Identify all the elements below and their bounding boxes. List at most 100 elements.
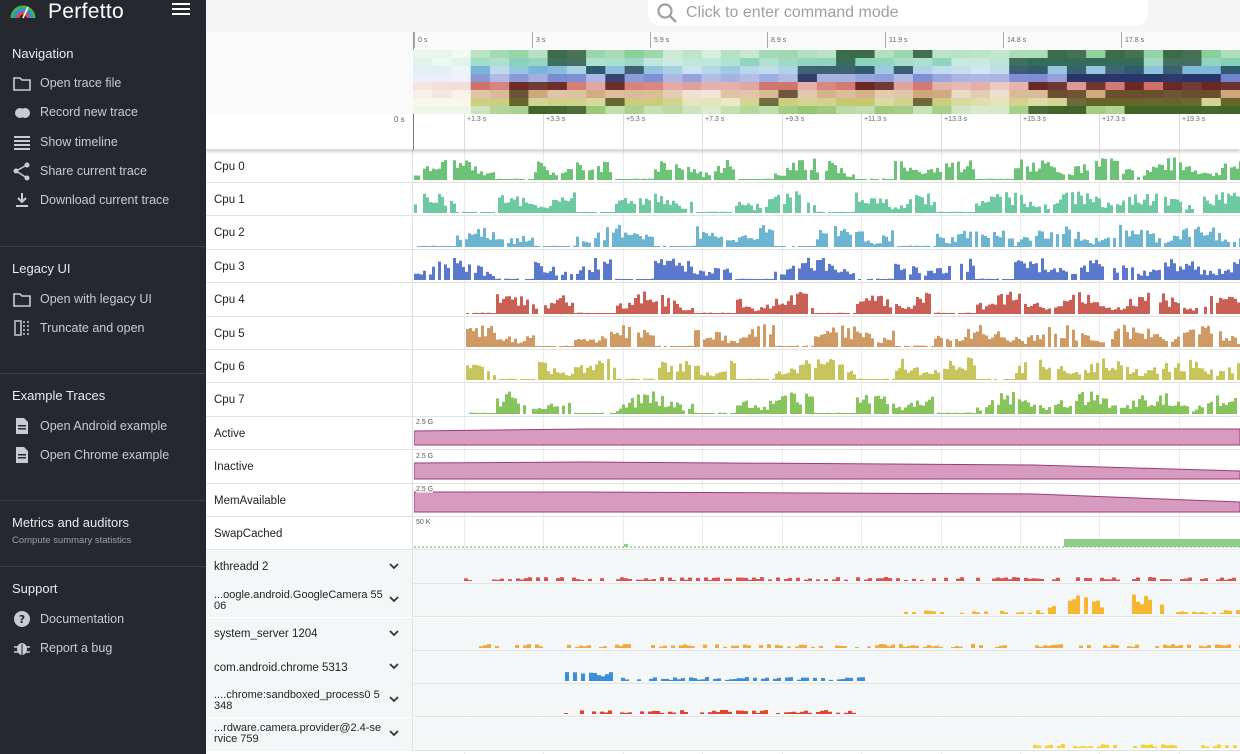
track-title[interactable]: ....chrome:sandboxed_process0 5348 — [206, 684, 413, 718]
bug-icon — [12, 638, 32, 658]
app-title: Perfetto — [48, 0, 124, 23]
chevron-down-icon[interactable] — [388, 562, 400, 572]
sidebar-item-documentation[interactable]: ? Documentation — [0, 607, 206, 631]
track-content[interactable] — [414, 584, 1240, 617]
chevron-down-icon[interactable] — [388, 729, 400, 739]
track-name: Active — [214, 427, 246, 440]
track-name: Cpu 2 — [214, 227, 245, 240]
track-rdware-camera-provider-2-4-service-759[interactable]: ...rdware.camera.provider@2.4-service 75… — [206, 717, 1240, 751]
track-content[interactable] — [414, 284, 1240, 317]
sidebar-section-title[interactable]: Metrics and auditors — [12, 515, 130, 530]
time-axis-tick-label: +19.3 s — [1179, 114, 1205, 150]
sidebar-item-report-a-bug[interactable]: Report a bug — [0, 636, 206, 660]
track-content[interactable] — [414, 250, 1240, 283]
track-content[interactable] — [414, 183, 1240, 216]
track-content[interactable] — [414, 718, 1240, 751]
track-oogle-android-googlecamera-5506[interactable]: ...oogle.android.GoogleCamera 5506 — [206, 584, 1240, 618]
track-title[interactable]: system_server 1204 — [206, 617, 413, 651]
track-content[interactable] — [414, 684, 1240, 717]
track-content[interactable]: 50 K — [414, 517, 1240, 550]
track-cpu-3[interactable]: Cpu 3 — [206, 250, 1240, 284]
track-title[interactable]: ...rdware.camera.provider@2.4-service 75… — [206, 717, 413, 751]
sidebar-item-open-trace-file[interactable]: Open trace file — [0, 71, 206, 95]
sidebar: Perfetto Navigation Open trace file Record… — [0, 0, 206, 754]
track-com-android-chrome-5313[interactable]: com.android.chrome 5313 — [206, 651, 1240, 684]
track-content[interactable] — [414, 217, 1240, 250]
track-title[interactable]: kthreadd 2 — [206, 550, 413, 584]
sidebar-section-metrics-and-auditors: Metrics and auditors Compute summary stat… — [0, 500, 206, 566]
main-area: 0 s 3 s 5.9 s 8.9 s 11.9 s 14.8 s 17.8 s 0 s +… — [206, 0, 1240, 754]
sidebar-item-open-android-example[interactable]: Open Android example — [0, 414, 206, 438]
chevron-down-icon[interactable] — [388, 595, 400, 605]
sidebar-item-download-current-trace[interactable]: Download current trace — [0, 188, 206, 212]
chevron-down-icon[interactable] — [388, 662, 400, 672]
track-kthreadd-2[interactable]: kthreadd 2 — [206, 550, 1240, 584]
menu-toggle-icon[interactable] — [172, 1, 190, 17]
omnibox[interactable] — [648, 0, 1148, 26]
track-memavailable[interactable]: MemAvailable 2.5 G — [206, 484, 1240, 517]
track-title[interactable]: ...oogle.android.GoogleCamera 5506 — [206, 584, 413, 618]
track-chrome-sandboxed-process0-5348[interactable]: ....chrome:sandboxed_process0 5348 — [206, 684, 1240, 718]
track-system-server-1204[interactable]: system_server 1204 — [206, 617, 1240, 651]
sidebar-item-label: Download current trace — [40, 193, 170, 207]
track-cpu-4[interactable]: Cpu 4 — [206, 283, 1240, 317]
overview-tick-label: 8.9 s — [767, 32, 786, 48]
track-title: Cpu 4 — [206, 283, 413, 317]
sidebar-item-share-current-trace[interactable]: Share current trace — [0, 159, 206, 183]
track-title: SwapCached — [206, 517, 413, 551]
track-title[interactable]: com.android.chrome 5313 — [206, 651, 413, 684]
track-content[interactable]: 2.5 G — [413, 484, 1240, 517]
track-content[interactable]: 2.5 G — [413, 417, 1240, 450]
sidebar-item-open-with-legacy-ui[interactable]: Open with legacy UI — [0, 287, 206, 311]
sidebar-item-record-new-trace[interactable]: Record new trace — [0, 100, 206, 124]
track-name: Cpu 3 — [214, 260, 245, 273]
counter-scale-label: 2.5 G — [416, 419, 434, 427]
track-swapcached[interactable]: SwapCached 50 K — [206, 517, 1240, 551]
track-inactive[interactable]: Inactive 2.5 G — [206, 450, 1240, 484]
chevron-down-icon[interactable] — [388, 629, 400, 639]
track-cpu-1[interactable]: Cpu 1 — [206, 183, 1240, 217]
track-content[interactable] — [414, 150, 1240, 183]
time-axis-tick-label: +9.3 s — [782, 114, 804, 150]
sidebar-item-label: Share current trace — [40, 164, 147, 178]
track-content[interactable] — [414, 618, 1240, 651]
track-title: Cpu 3 — [206, 250, 413, 284]
overview-tick-label: 3 s — [532, 32, 545, 48]
track-content[interactable]: 2.5 G — [413, 451, 1240, 484]
track-content[interactable] — [414, 651, 1240, 684]
track-cpu-2[interactable]: Cpu 2 — [206, 216, 1240, 250]
sidebar-item-open-chrome-example[interactable]: Open Chrome example — [0, 443, 206, 467]
overview-tick-label: 17.8 s — [1121, 32, 1144, 48]
overview-timeline[interactable]: 0 s 3 s 5.9 s 8.9 s 11.9 s 14.8 s 17.8 s — [206, 32, 1240, 114]
track-cpu-0[interactable]: Cpu 0 — [206, 150, 1240, 183]
track-title: MemAvailable — [206, 484, 413, 517]
truncate-icon — [12, 318, 32, 338]
counter-scale-label: 2.5 G — [416, 486, 434, 493]
track-title: Cpu 6 — [206, 350, 413, 384]
track-active[interactable]: Active 2.5 G — [206, 417, 1240, 451]
track-cpu-7[interactable]: Cpu 7 — [206, 383, 1240, 417]
track-cpu-5[interactable]: Cpu 5 — [206, 317, 1240, 350]
sidebar-item-truncate-and-open[interactable]: Truncate and open — [0, 316, 206, 340]
time-axis-tick-label: +15.3 s — [1020, 114, 1046, 150]
sidebar-item-label: Record new trace — [40, 105, 138, 119]
track-content[interactable] — [414, 551, 1240, 584]
track-name: Cpu 4 — [214, 294, 245, 307]
track-name: ...rdware.camera.provider@2.4-service 75… — [214, 722, 382, 746]
track-name: com.android.chrome 5313 — [214, 661, 348, 674]
search-input[interactable] — [686, 4, 1126, 22]
overview-heatmap[interactable] — [413, 50, 1240, 114]
track-content[interactable] — [414, 384, 1240, 417]
chevron-down-icon[interactable] — [388, 695, 400, 705]
track-cpu-6[interactable]: Cpu 6 — [206, 350, 1240, 384]
track-content[interactable] — [414, 317, 1240, 350]
sidebar-item-show-timeline[interactable]: Show timeline — [0, 130, 206, 154]
track-content[interactable] — [414, 350, 1240, 383]
perfetto-logo-icon — [10, 5, 36, 19]
track-name: Inactive — [214, 461, 254, 474]
sidebar-section-title: Support — [12, 581, 58, 596]
share-icon — [12, 161, 32, 181]
track-name: Cpu 5 — [214, 327, 245, 340]
search-icon — [657, 3, 677, 23]
sidebar-item-label: Documentation — [40, 612, 125, 626]
